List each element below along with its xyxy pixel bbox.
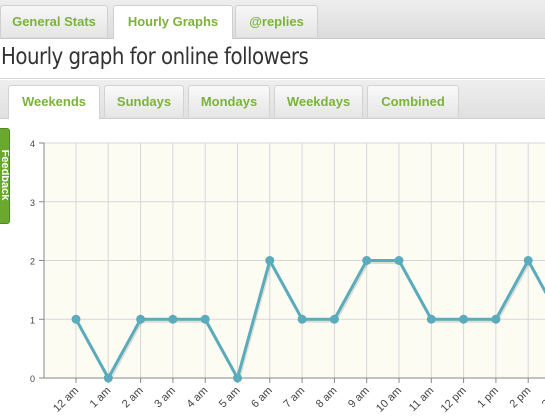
y-tick-label: 2 <box>30 257 35 267</box>
data-point <box>523 256 533 265</box>
x-tick-label: 8 am <box>314 385 340 411</box>
tab-weekdays[interactable]: Weekdays <box>274 85 363 117</box>
y-tick-label: 3 <box>30 198 35 208</box>
x-tick-label: 12 am <box>51 385 81 415</box>
x-tick-label: 10 am <box>374 385 404 415</box>
data-point <box>168 314 178 324</box>
day-filter-tab-bar: Weekends Sundays Mondays Weekdays Combin… <box>0 80 545 119</box>
graph-panel <box>0 78 545 420</box>
data-point <box>200 314 210 324</box>
x-tick-label: 1 am <box>88 385 114 411</box>
data-point <box>103 373 113 383</box>
data-point <box>394 256 404 265</box>
y-tick-label: 0 <box>30 374 35 384</box>
hourly-followers-chart: 0 1 2 3 4 12 am 1 am 2 am 3 am 4 am 5 am 6 am 7 am 8 … <box>30 139 545 415</box>
data-point <box>136 314 146 324</box>
main-tab-bar: General Stats Hourly Graphs @replies <box>0 0 545 39</box>
tab-hourly-graphs[interactable]: Hourly Graphs <box>113 5 233 39</box>
tab-combined[interactable]: Combined <box>367 85 459 117</box>
x-tick-label: 4 am <box>185 385 211 411</box>
x-tick-label: 7 am <box>281 385 307 411</box>
x-tick-label: 1 pm <box>475 385 501 411</box>
data-point <box>233 373 242 383</box>
x-tick-label: 12 pm <box>439 385 469 415</box>
x-tick-label: 6 am <box>249 385 275 411</box>
tab-weekends[interactable]: Weekends <box>8 85 100 119</box>
tab-replies[interactable]: @replies <box>235 5 318 37</box>
x-tick-label: 2 am <box>120 385 146 411</box>
x-tick-label: 3 am <box>152 385 178 411</box>
data-point <box>297 314 307 324</box>
data-point <box>71 314 81 324</box>
data-point <box>362 256 372 265</box>
x-tick-label: 3 pm <box>540 385 545 411</box>
y-tick-label: 1 <box>30 315 35 325</box>
tab-mondays[interactable]: Mondays <box>188 85 270 117</box>
x-tick-label: 9 am <box>346 385 372 411</box>
data-point <box>491 314 501 324</box>
page-title: Hourly graph for online followers <box>1 44 309 70</box>
x-tick-label: 11 am <box>407 385 437 415</box>
series-line-shadow <box>75 261 545 382</box>
data-point <box>265 256 275 265</box>
data-point <box>329 314 339 324</box>
x-tick-label: 5 am <box>217 385 243 411</box>
data-point <box>459 314 469 324</box>
series-line <box>74 259 545 380</box>
feedback-tab[interactable]: Feedback <box>0 128 10 224</box>
x-tick-label: 2 pm <box>508 385 534 411</box>
y-tick-label: 4 <box>30 139 35 149</box>
tab-sundays[interactable]: Sundays <box>104 85 184 117</box>
data-point <box>426 314 436 324</box>
tab-general-stats[interactable]: General Stats <box>0 5 108 37</box>
